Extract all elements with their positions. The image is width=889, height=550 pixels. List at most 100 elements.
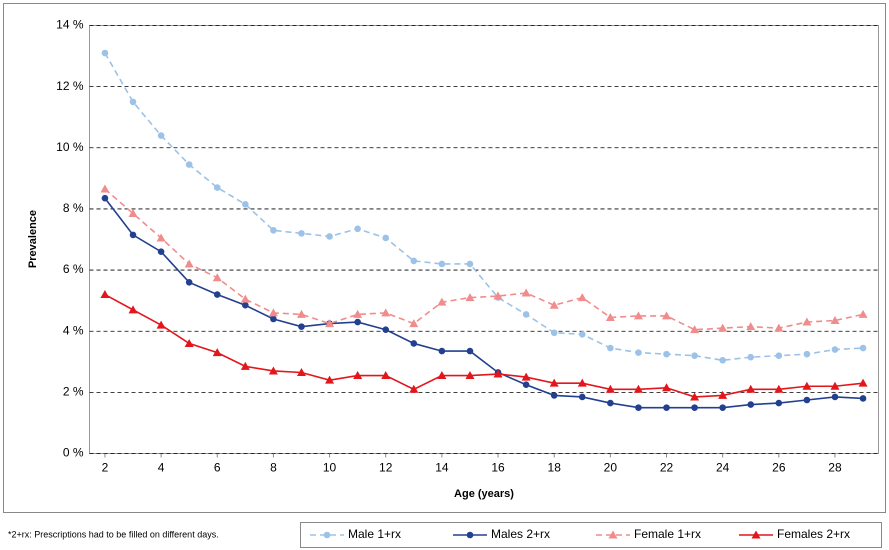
marker (549, 378, 559, 387)
marker (100, 184, 110, 193)
marker (129, 98, 137, 106)
x-tick-label: 24 (716, 461, 730, 475)
marker (774, 323, 784, 332)
marker (268, 308, 278, 317)
marker (240, 361, 250, 370)
x-tick-label: 12 (379, 461, 393, 475)
marker (690, 325, 700, 334)
marker (213, 291, 221, 298)
marker (101, 49, 109, 57)
y-tick-label: 2 % (63, 385, 84, 399)
marker (635, 349, 642, 356)
series-line (104, 188, 864, 331)
y-tick-label: 10 % (56, 140, 84, 154)
marker (465, 293, 475, 302)
series-line (104, 52, 864, 362)
marker (465, 371, 475, 380)
marker (577, 378, 587, 387)
marker (775, 399, 783, 407)
marker (438, 260, 446, 268)
x-tick-label: 10 (323, 461, 337, 475)
marker (577, 293, 587, 302)
marker (296, 309, 306, 318)
marker (409, 384, 419, 393)
x-tick-label: 22 (660, 461, 674, 475)
x-tick-label: 6 (214, 461, 221, 475)
marker (129, 231, 137, 239)
marker (184, 338, 194, 347)
marker (298, 323, 305, 330)
x-tick-label: 20 (604, 461, 618, 475)
legend-box (300, 522, 882, 548)
marker (185, 279, 193, 286)
marker (858, 309, 868, 318)
marker (212, 273, 222, 282)
marker (157, 248, 165, 256)
marker (185, 161, 193, 168)
marker (690, 392, 700, 401)
x-tick-label: 14 (435, 461, 449, 475)
marker (381, 371, 391, 380)
legend-marker (323, 531, 331, 539)
marker (746, 384, 756, 393)
marker (128, 305, 138, 314)
marker (353, 371, 363, 380)
marker (633, 311, 643, 320)
marker (803, 396, 811, 404)
marker (240, 294, 250, 303)
marker (607, 344, 614, 352)
marker (550, 329, 558, 337)
marker (382, 326, 390, 333)
marker (746, 322, 756, 331)
marker (353, 309, 363, 318)
marker (270, 227, 277, 234)
marker (298, 230, 305, 237)
marker (270, 315, 277, 323)
x-tick-label: 28 (828, 461, 842, 475)
marker (691, 352, 698, 359)
legend-label: Males 2+rx (491, 527, 550, 541)
marker (325, 375, 335, 384)
marker (774, 384, 784, 393)
marker (859, 344, 867, 352)
marker (578, 330, 586, 338)
marker (268, 366, 278, 375)
marker (128, 209, 138, 218)
legend-marker (751, 530, 761, 539)
marker (663, 404, 670, 411)
marker (409, 319, 419, 328)
marker (605, 312, 615, 321)
marker (326, 233, 333, 240)
chart-frame (3, 3, 886, 513)
marker (521, 288, 531, 297)
marker (859, 395, 867, 402)
marker (493, 291, 503, 300)
x-tick-label: 2 (102, 461, 109, 475)
marker (354, 318, 361, 326)
marker (157, 132, 165, 139)
marker (747, 401, 755, 408)
x-tick-label: 8 (270, 461, 277, 475)
legend-label: Female 1+rx (634, 527, 701, 541)
marker (381, 308, 391, 317)
marker (466, 347, 474, 355)
marker (493, 369, 503, 378)
x-tick-label: 18 (548, 461, 562, 475)
marker (296, 367, 306, 376)
marker (747, 353, 755, 361)
marker (101, 194, 109, 202)
legend-label: Females 2+rx (777, 527, 850, 541)
marker (437, 371, 447, 380)
series-line (104, 197, 864, 409)
marker (550, 392, 558, 399)
legend-marker (608, 530, 618, 539)
marker (858, 378, 868, 387)
marker (242, 201, 249, 208)
marker (662, 311, 672, 320)
marker (522, 311, 530, 318)
y-tick-label: 6 % (63, 262, 84, 276)
marker (354, 225, 361, 233)
marker (803, 350, 811, 358)
y-tick-label: 0 % (63, 446, 84, 460)
marker (410, 340, 418, 347)
